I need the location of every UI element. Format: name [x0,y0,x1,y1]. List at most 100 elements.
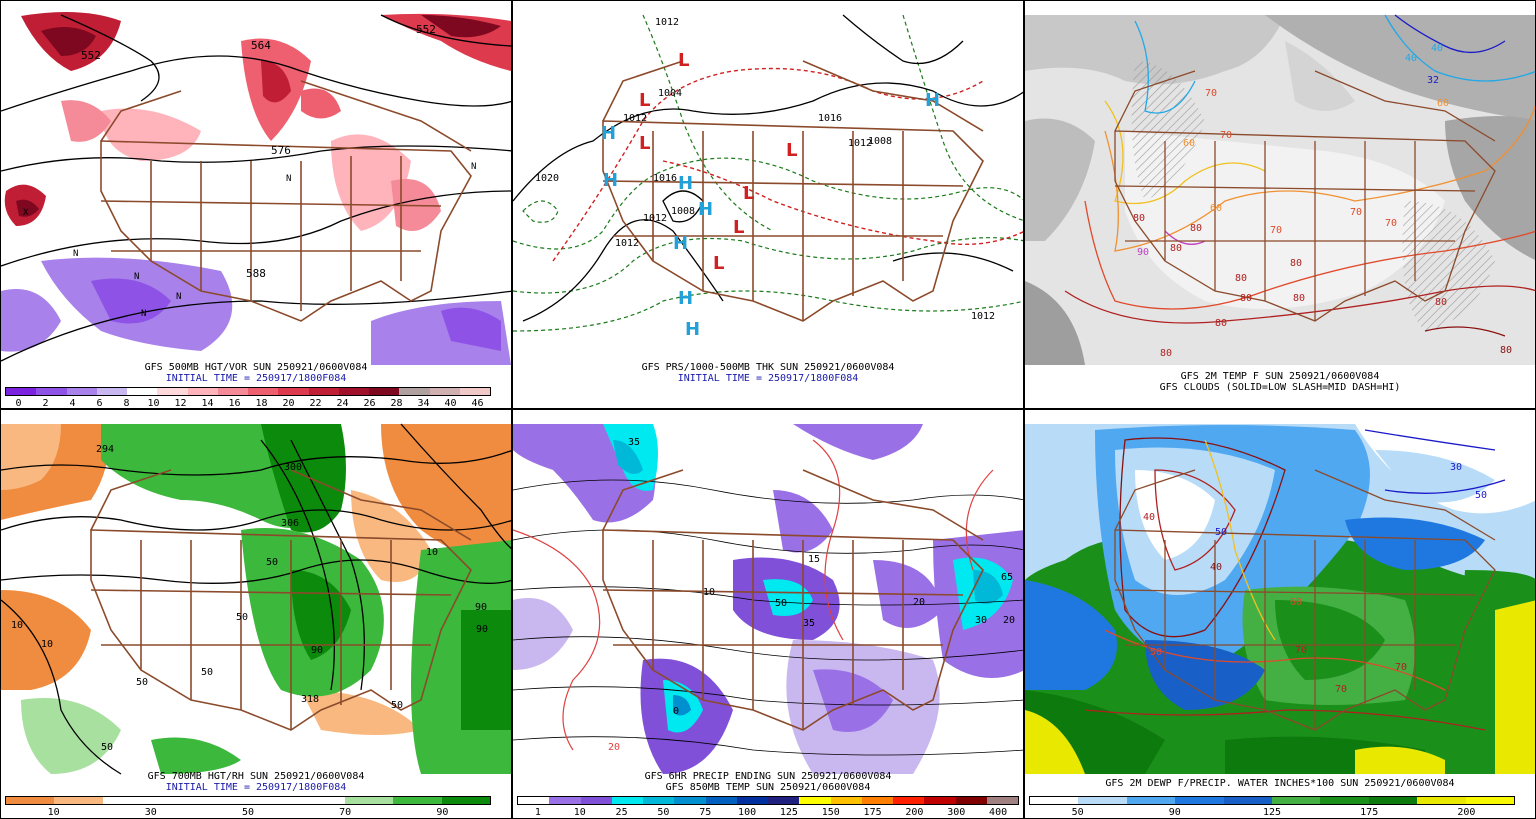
temp-label: 80 [1293,293,1305,304]
contour-label: 318 [301,694,319,705]
panel-2m-temp-clouds: 40 32 40 70 60 60 70 70 80 80 80 80 70 8… [1024,0,1536,409]
panel-temp-caption: GFS 850MB TEMP SUN 250921/0600V084 [665,782,871,793]
legend-swatch [199,797,249,804]
contour-label: 50 [201,667,213,678]
legend-swatch [278,388,309,395]
panel-caption: GFS PRS/1000-500MB THK SUN 250921/0600V0… [641,362,895,373]
panel-6hr-precip-850temp: 35 50 35 15 20 65 30 20 20 10 0 GFS 6HR … [512,409,1024,819]
contour-label: 306 [281,518,299,529]
legend-tick-label: 40 [444,398,457,409]
temp-label: 70 [1270,225,1282,236]
isobar-label: 1012 [643,213,667,224]
legend-swatch [296,797,345,804]
legend-swatch [518,797,550,804]
panel-500mb-hgt-vor: 552 564 576 588 552 N N N N N N X GFS 50… [0,0,512,409]
temp-label: 10 [703,587,715,598]
legend-tick-label: 24 [336,398,349,409]
isobar-label: 1020 [535,173,559,184]
legend-tick-label: 22 [309,398,322,409]
precip-label: 30 [975,615,987,626]
temp-label: 40 [1431,43,1443,54]
legend-tick-label: 10 [147,398,160,409]
legend-swatch [1417,797,1466,804]
legend-swatch [308,388,339,395]
legend-tick-label: 18 [255,398,268,409]
dewpoint-label: 70 [1395,662,1407,673]
color-legend [517,796,1019,805]
low-pressure-symbol: L [733,217,744,238]
high-pressure-symbol: H [603,170,618,191]
panel-init-time: INITIAL TIME = 250917/1800F084 [165,782,347,793]
temp-label: 80 [1235,273,1247,284]
legend-swatch [96,388,127,395]
high-pressure-symbol: H [698,199,713,220]
contour-label: 50 [266,557,278,568]
low-pressure-symbol: L [639,90,650,111]
temp-label: 20 [608,742,620,753]
legend-swatch [127,388,158,395]
dewpoint-label: 40 [1210,562,1222,573]
legend-ticks: 10 30 50 70 90 [5,807,491,818]
legend-swatch [1320,797,1369,804]
isobar-label: 1012 [655,17,679,28]
high-pressure-symbol: H [678,173,693,194]
legend-swatch [1465,797,1515,804]
legend-swatch [151,797,200,804]
contour-label: 552 [416,23,436,36]
temp-label: 60 [1210,203,1222,214]
isobar-label: 1008 [671,206,695,217]
isobar-label: 1012 [615,238,639,249]
contour-label: 50 [236,612,248,623]
legend-tick-label: 2 [42,398,49,409]
contour-label: 90 [476,624,488,635]
contour-label: 50 [391,700,403,711]
legend-tick-label: 70 [339,807,352,818]
legend-ticks: 0 2 4 6 8 10 12 14 16 18 20 22 24 26 28 34 40 46 [5,398,491,409]
isobar-label: 1016 [653,173,677,184]
legend-swatch [102,797,152,804]
legend-swatch [369,388,400,395]
legend-tick-label: 125 [1262,807,1282,818]
panel-caption: GFS 500MB HGT/VOR SUN 250921/0600V084 [144,362,368,373]
color-legend [5,387,491,396]
legend-swatch [799,797,831,804]
temp-label: 60 [1437,98,1449,109]
contour-label: 552 [81,49,101,62]
legend-tick-label: 10 [573,807,586,818]
dewpoint-label: 40 [1143,512,1155,523]
legend-swatch [611,797,643,804]
legend-tick-label: 6 [96,398,103,409]
panel-cloud-caption: GFS CLOUDS (SOLID=LOW SLASH=MID DASH=HI) [1159,382,1401,393]
dewpoint-label: 60 [1290,597,1302,608]
map-temperature: 40 32 40 70 60 60 70 70 80 80 80 80 70 8… [1025,14,1535,365]
legend-swatch [1272,797,1321,804]
temp-label: 40 [1405,53,1417,64]
vort-symbol: N [141,309,146,319]
contour-label: 90 [311,645,323,656]
legend-swatch [6,797,55,804]
precip-label: 20 [913,597,925,608]
legend-tick-label: 90 [1168,807,1181,818]
legend-tick-label: 12 [174,398,187,409]
legend-swatch [830,797,862,804]
contour-label: 564 [251,39,271,52]
legend-tick-label: 175 [863,807,882,818]
legend-swatch [248,388,279,395]
legend-swatch [736,797,768,804]
precip-label: 35 [803,618,815,629]
temp-label: 70 [1350,207,1362,218]
isobar-label: 1004 [658,88,682,99]
legend-tick-label: 150 [821,807,840,818]
temp-label: 70 [1385,218,1397,229]
legend-swatch [429,388,460,395]
low-pressure-symbol: L [639,133,650,154]
temp-label: 70 [1205,88,1217,99]
legend-tick-label: 175 [1360,807,1379,818]
low-pressure-symbol: L [743,183,754,204]
precip-label: 20 [1003,615,1015,626]
map-700mb: 294 300 306 318 10 10 10 50 50 50 50 90 … [1,423,511,775]
panel-700mb-hgt-rh: 294 300 306 318 10 10 10 50 50 50 50 90 … [0,409,512,819]
legend-swatch [705,797,737,804]
high-pressure-symbol: H [673,233,688,254]
legend-tick-label: 125 [779,807,798,818]
